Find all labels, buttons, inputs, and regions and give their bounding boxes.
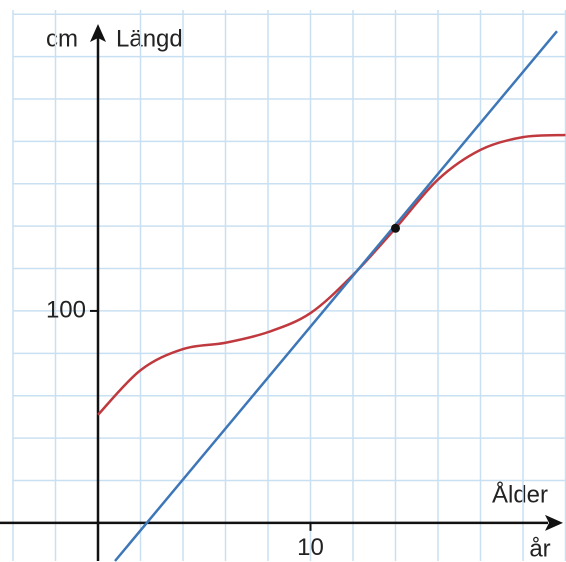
y-unit: cm xyxy=(46,25,78,52)
x-axis-label: Ålder xyxy=(492,480,548,508)
point xyxy=(391,223,400,233)
curve xyxy=(97,133,566,416)
y-tick-label: 100 xyxy=(46,296,86,323)
x-unit: år xyxy=(529,535,550,562)
x-tick-label: 10 xyxy=(297,534,324,561)
curve xyxy=(114,30,558,562)
y-axis-arrow xyxy=(90,24,106,42)
x-axis-arrow xyxy=(545,514,563,531)
y-axis-label: Längd xyxy=(116,25,183,52)
